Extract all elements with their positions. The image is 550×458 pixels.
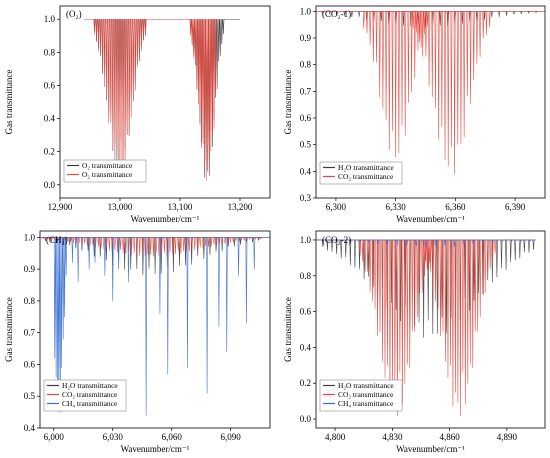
x-tick-label: 6,330 <box>386 202 407 212</box>
x-tick-label: 4,830 <box>382 432 403 442</box>
y-tick-label: 0.2 <box>300 378 311 388</box>
y-tick-label: 0.9 <box>300 33 312 43</box>
panel-tag: (O₂) <box>66 9 82 19</box>
legend-label-1: CO₂ transmittance <box>62 390 118 399</box>
legend-label-0: O₂ transmittance <box>82 161 133 170</box>
chart-panel-co2-2: (CO₂-2) Wavenumber/cm⁻¹ Gas transmittanc… <box>283 230 546 454</box>
panel-tag: (CH₄) <box>46 235 68 245</box>
y-tick-label: 1.0 <box>300 235 312 245</box>
y-tick-label: 0.0 <box>44 180 56 190</box>
y-tick-label: 1.0 <box>44 14 56 24</box>
legend-label-1: O₂ transmittance <box>82 170 133 179</box>
series-line <box>84 18 217 181</box>
legend-label-0: H₂O transmittance <box>338 163 394 172</box>
y-tick-label: 0.3 <box>300 193 312 203</box>
y-tick-label: 0.4 <box>300 166 312 176</box>
plot-area <box>84 18 240 181</box>
y-tick-label: 0.8 <box>300 271 312 281</box>
legend-label-0: H₂O transmittance <box>338 381 394 390</box>
legend-box <box>319 161 403 185</box>
plot-area <box>316 239 536 417</box>
legend-label-2: CH₄ transmittance <box>338 399 394 408</box>
x-axis-label: Wavenumber/cm⁻¹ <box>396 444 465 454</box>
chart-panel-co2-1: (CO₂-1) Wavenumber/cm⁻¹ Gas transmittanc… <box>283 5 546 224</box>
x-axis-label: Wavenumber/cm⁻¹ <box>131 214 200 224</box>
y-tick-label: 0.6 <box>300 307 312 317</box>
legend-box <box>63 159 147 183</box>
y-tick-label: 1.0 <box>24 232 36 242</box>
series-line <box>316 239 536 338</box>
x-tick-label: 13,200 <box>228 202 253 212</box>
y-tick-label: 0.7 <box>300 86 312 96</box>
x-tick-label: 6,360 <box>445 202 466 212</box>
x-tick-label: 12,900 <box>48 202 73 212</box>
x-tick-label: 4,860 <box>439 432 460 442</box>
x-tick-label: 4,890 <box>497 432 518 442</box>
chart-panel-ch4: (CH₄) Wavenumber/cm⁻¹ Gas transmittance … <box>4 230 271 454</box>
panel-tag: (CO₂-1) <box>322 9 351 19</box>
x-tick-label: 6,090 <box>221 432 242 442</box>
y-tick-label: 0.4 <box>44 114 56 124</box>
y-axis-label: Gas transmittance <box>283 70 293 135</box>
y-tick-label: 1.0 <box>300 6 312 16</box>
x-axis-label: Wavenumber/cm⁻¹ <box>121 444 190 454</box>
y-axis-label: Gas transmittance <box>4 70 14 135</box>
y-tick-label: 0.9 <box>24 264 36 274</box>
series-line <box>316 11 545 175</box>
x-axis-label: Wavenumber/cm⁻¹ <box>396 214 465 224</box>
y-tick-label: 0.0 <box>300 414 312 424</box>
y-tick-label: 0.8 <box>44 47 56 57</box>
series-line <box>316 239 536 248</box>
plot-frame <box>315 5 546 199</box>
x-tick-label: 6,300 <box>326 202 347 212</box>
plot-frame <box>59 5 271 199</box>
x-tick-label: 6,060 <box>162 432 183 442</box>
y-tick-label: 0.5 <box>300 140 312 150</box>
plot-frame <box>315 230 546 429</box>
y-tick-label: 0.2 <box>44 147 55 157</box>
x-tick-label: 13,100 <box>168 202 193 212</box>
x-tick-label: 13,000 <box>108 202 133 212</box>
legend-label-2: CH₄ transmittance <box>62 399 118 408</box>
series-line <box>40 237 270 416</box>
x-tick-label: 6,390 <box>505 202 526 212</box>
y-tick-label: 0.8 <box>24 296 36 306</box>
y-tick-label: 0.6 <box>24 359 36 369</box>
plot-area <box>316 11 545 175</box>
chart-panel-o2: (O₂) Wavenumber/cm⁻¹ Gas transmittance O… <box>4 5 271 224</box>
y-axis-label: Gas transmittance <box>4 297 14 362</box>
y-tick-label: 0.7 <box>24 328 36 338</box>
y-tick-label: 0.4 <box>300 342 312 352</box>
y-tick-label: 0.4 <box>24 423 36 433</box>
plot-area <box>40 237 270 416</box>
y-tick-label: 0.8 <box>300 60 312 70</box>
x-tick-label: 4,800 <box>325 432 346 442</box>
plot-frame <box>39 230 271 429</box>
y-axis-label: Gas transmittance <box>283 297 293 362</box>
x-tick-label: 6,030 <box>103 432 124 442</box>
y-tick-label: 0.6 <box>300 113 312 123</box>
legend-label-1: CO₂ transmittance <box>338 390 394 399</box>
legend-label-1: CO₂ transmittance <box>338 172 394 181</box>
series-line <box>40 237 270 276</box>
y-tick-label: 0.5 <box>24 391 36 401</box>
legend-label-0: H₂O transmittance <box>62 381 118 390</box>
x-tick-label: 6,000 <box>44 432 65 442</box>
panel-tag: (CO₂-2) <box>322 235 351 245</box>
y-tick-label: 0.6 <box>44 80 56 90</box>
